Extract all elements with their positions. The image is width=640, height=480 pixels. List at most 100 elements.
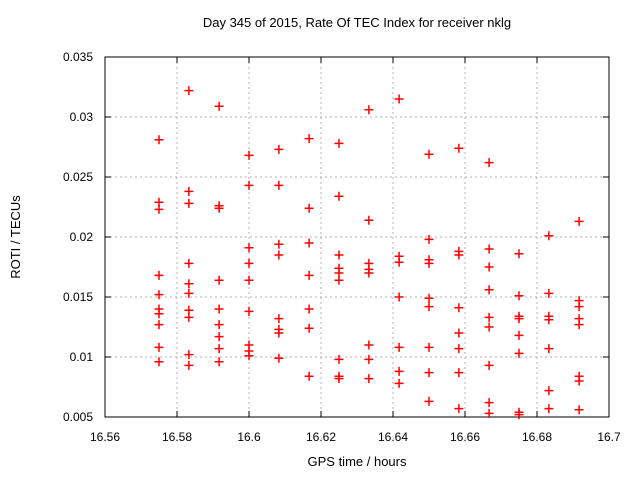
y-tick-label: 0.02	[70, 230, 94, 244]
data-point	[364, 374, 374, 384]
data-point	[574, 302, 584, 312]
data-point	[424, 396, 434, 406]
data-point	[454, 143, 464, 153]
data-point	[424, 342, 434, 352]
data-point	[574, 376, 584, 386]
data-point	[274, 180, 284, 190]
data-point	[394, 292, 404, 302]
data-point	[304, 203, 314, 213]
data-point	[184, 198, 194, 208]
data-point	[424, 293, 434, 303]
data-point	[154, 342, 164, 352]
data-point	[514, 249, 524, 259]
data-point	[184, 258, 194, 268]
data-point	[574, 216, 584, 226]
y-tick-label: 0.025	[63, 170, 93, 184]
data-point	[274, 353, 284, 363]
chart-title: Day 345 of 2015, Rate Of TEC Index for r…	[203, 15, 511, 30]
data-point	[334, 275, 344, 285]
data-point	[364, 268, 374, 278]
data-point	[304, 270, 314, 280]
data-point	[214, 344, 224, 354]
data-point	[304, 238, 314, 248]
data-point	[244, 243, 254, 253]
x-tick-label: 16.58	[162, 430, 192, 444]
data-point	[424, 368, 434, 378]
data-point	[244, 351, 254, 361]
data-point	[184, 312, 194, 322]
data-point	[214, 203, 224, 213]
data-point	[574, 320, 584, 330]
x-tick-label: 16.62	[306, 430, 336, 444]
data-point	[364, 340, 374, 350]
data-point	[394, 94, 404, 104]
data-point	[184, 186, 194, 196]
data-point	[484, 262, 494, 272]
data-point	[184, 350, 194, 360]
x-tick-label: 16.64	[378, 430, 408, 444]
y-tick-label: 0.005	[63, 410, 93, 424]
x-tick-label: 16.66	[450, 430, 480, 444]
data-point	[454, 250, 464, 260]
plot-border	[104, 56, 610, 418]
data-point	[244, 306, 254, 316]
data-point	[484, 398, 494, 408]
data-point	[334, 138, 344, 148]
data-point	[184, 288, 194, 298]
x-tick-label: 16.68	[522, 430, 552, 444]
data-point	[454, 303, 464, 313]
data-point	[454, 344, 464, 354]
data-point	[454, 328, 464, 338]
data-point	[184, 86, 194, 96]
data-point	[514, 314, 524, 324]
data-point	[244, 275, 254, 285]
data-point	[244, 150, 254, 160]
data-point	[484, 158, 494, 168]
data-point	[244, 258, 254, 268]
data-point	[274, 239, 284, 249]
grid-layer	[105, 57, 609, 417]
x-axis-label: GPS time / hours	[308, 454, 407, 469]
data-point	[424, 149, 434, 159]
data-point	[544, 231, 554, 241]
data-point	[394, 257, 404, 267]
x-tick-label: 16.6	[237, 430, 261, 444]
data-point	[304, 323, 314, 333]
data-point	[394, 342, 404, 352]
data-point	[484, 322, 494, 332]
data-point	[484, 360, 494, 370]
data-point	[334, 374, 344, 384]
data-point	[214, 101, 224, 111]
tick-label-layer: 16.56 16.58 16.6 16.62 16.64 16.66 16.68 16.7 0.…	[63, 50, 621, 444]
data-point-layer	[154, 86, 584, 420]
data-point	[514, 348, 524, 358]
data-point	[544, 344, 554, 354]
y-tick-label: 0.03	[70, 110, 94, 124]
data-point	[154, 309, 164, 319]
data-point	[154, 270, 164, 280]
data-point	[484, 244, 494, 254]
y-axis-label: ROTI / TECUs	[8, 195, 23, 279]
data-point	[274, 144, 284, 154]
y-tick-label: 0.015	[63, 290, 93, 304]
data-point	[484, 408, 494, 418]
data-point	[274, 328, 284, 338]
data-point	[154, 135, 164, 145]
data-point	[334, 191, 344, 201]
data-point	[514, 410, 524, 420]
data-point	[424, 234, 434, 244]
x-tick-label: 16.7	[597, 430, 621, 444]
data-point	[184, 360, 194, 370]
data-point	[514, 291, 524, 301]
data-point	[424, 258, 434, 268]
data-point	[274, 250, 284, 260]
data-point	[484, 312, 494, 322]
data-point	[544, 404, 554, 414]
data-point	[304, 371, 314, 381]
data-point	[244, 180, 254, 190]
data-point	[334, 250, 344, 260]
data-point	[544, 288, 554, 298]
data-point	[364, 105, 374, 115]
